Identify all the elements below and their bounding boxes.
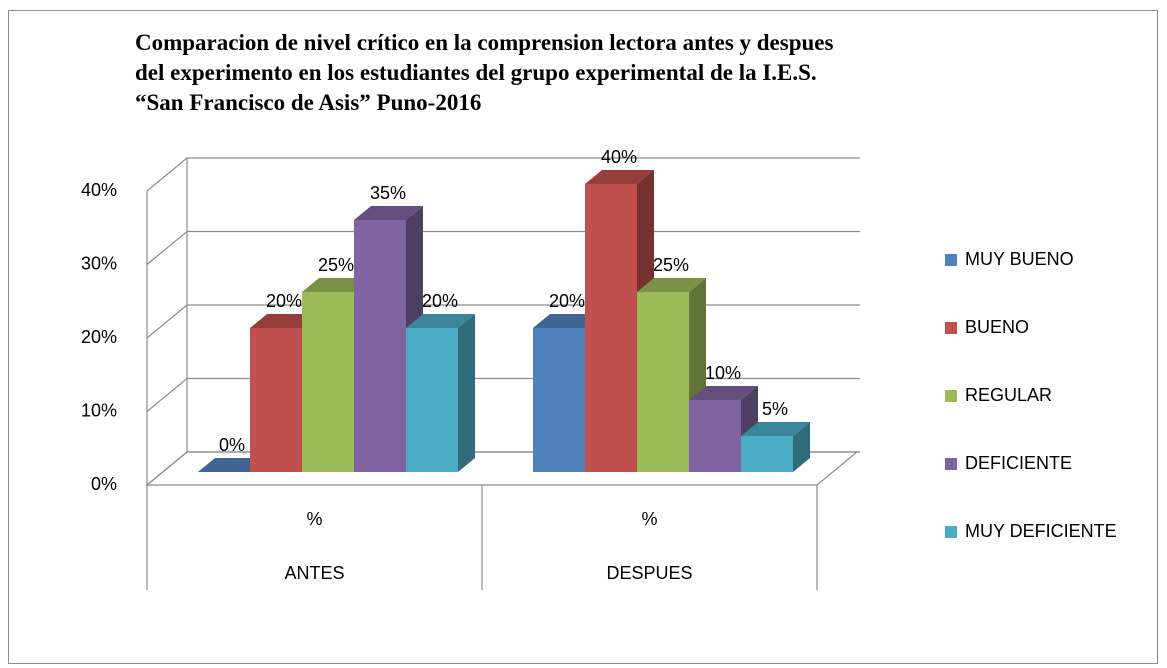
legend-label: MUY BUENO bbox=[965, 249, 1074, 269]
bar-top bbox=[302, 278, 371, 292]
x-tick-label: DESPUES bbox=[606, 563, 692, 583]
legend-label: DEFICIENTE bbox=[965, 453, 1072, 473]
bar-front bbox=[741, 436, 793, 472]
value-label: 0% bbox=[219, 435, 245, 455]
legend-label: REGULAR bbox=[965, 385, 1052, 405]
bar-top bbox=[741, 422, 810, 436]
grid-line bbox=[146, 230, 860, 265]
bar-top bbox=[637, 278, 706, 292]
legend-swatch bbox=[945, 390, 957, 402]
value-label: 40% bbox=[601, 147, 637, 167]
bar-top bbox=[354, 206, 423, 220]
bar bbox=[406, 314, 475, 472]
chart-title: Comparacion de nivel crítico en la compr… bbox=[135, 30, 834, 115]
bar-front bbox=[585, 184, 637, 472]
value-label: 35% bbox=[370, 183, 406, 203]
bar-top bbox=[533, 314, 602, 328]
value-label: 20% bbox=[549, 291, 585, 311]
bar-front bbox=[689, 400, 741, 472]
legend-label: MUY DEFICIENTE bbox=[965, 521, 1117, 541]
bar-side bbox=[793, 422, 810, 472]
y-tick-label: 20% bbox=[81, 327, 117, 347]
bar-top bbox=[250, 314, 319, 328]
bar bbox=[198, 458, 267, 472]
bar-top bbox=[198, 458, 267, 472]
value-label: 20% bbox=[422, 291, 458, 311]
bar-front bbox=[354, 220, 406, 472]
legend-swatch bbox=[945, 526, 957, 538]
x-sub-label: % bbox=[641, 509, 657, 529]
grid-line bbox=[146, 157, 860, 192]
bar-side bbox=[458, 314, 475, 472]
bar-front bbox=[406, 328, 458, 472]
value-label: 25% bbox=[653, 255, 689, 275]
bar-front bbox=[302, 292, 354, 472]
legend-label: BUENO bbox=[965, 317, 1029, 337]
bar-front bbox=[637, 292, 689, 472]
y-tick-label: 10% bbox=[81, 400, 117, 420]
x-sub-label: % bbox=[306, 509, 322, 529]
x-tick-label: ANTES bbox=[284, 563, 344, 583]
y-tick-label: 0% bbox=[91, 474, 117, 494]
value-label: 25% bbox=[318, 255, 354, 275]
y-tick-label: 40% bbox=[81, 180, 117, 200]
y-tick-label: 30% bbox=[81, 253, 117, 273]
bar-front bbox=[533, 328, 585, 472]
chart-frame bbox=[8, 10, 1158, 664]
bar bbox=[741, 422, 810, 472]
bar-front bbox=[250, 328, 302, 472]
value-label: 20% bbox=[266, 291, 302, 311]
bar-top bbox=[585, 170, 654, 184]
value-label: 10% bbox=[705, 363, 741, 383]
legend-swatch bbox=[945, 322, 957, 334]
bar-top bbox=[689, 386, 758, 400]
value-label: 5% bbox=[762, 399, 788, 419]
legend-swatch bbox=[945, 458, 957, 470]
bar-top bbox=[406, 314, 475, 328]
legend-swatch bbox=[945, 254, 957, 266]
